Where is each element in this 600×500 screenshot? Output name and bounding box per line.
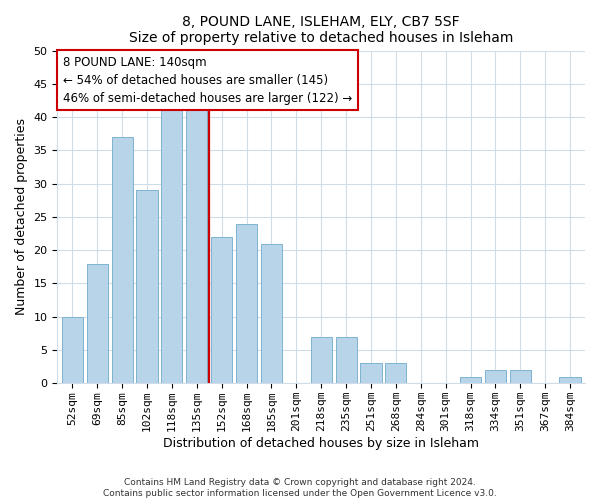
Bar xyxy=(559,376,581,384)
Bar xyxy=(311,336,332,384)
Bar xyxy=(112,137,133,384)
X-axis label: Distribution of detached houses by size in Isleham: Distribution of detached houses by size … xyxy=(163,437,479,450)
Bar xyxy=(510,370,531,384)
Bar xyxy=(335,336,356,384)
Text: 8 POUND LANE: 140sqm
← 54% of detached houses are smaller (145)
46% of semi-deta: 8 POUND LANE: 140sqm ← 54% of detached h… xyxy=(62,56,352,104)
Bar xyxy=(186,110,208,384)
Bar xyxy=(136,190,158,384)
Bar xyxy=(261,244,282,384)
Bar xyxy=(485,370,506,384)
Bar xyxy=(385,364,406,384)
Title: 8, POUND LANE, ISLEHAM, ELY, CB7 5SF
Size of property relative to detached house: 8, POUND LANE, ISLEHAM, ELY, CB7 5SF Siz… xyxy=(129,15,514,45)
Bar xyxy=(460,376,481,384)
Bar xyxy=(62,317,83,384)
Text: Contains HM Land Registry data © Crown copyright and database right 2024.
Contai: Contains HM Land Registry data © Crown c… xyxy=(103,478,497,498)
Bar xyxy=(86,264,108,384)
Bar xyxy=(236,224,257,384)
Y-axis label: Number of detached properties: Number of detached properties xyxy=(15,118,28,316)
Bar xyxy=(211,237,232,384)
Bar xyxy=(361,364,382,384)
Bar xyxy=(161,110,182,384)
